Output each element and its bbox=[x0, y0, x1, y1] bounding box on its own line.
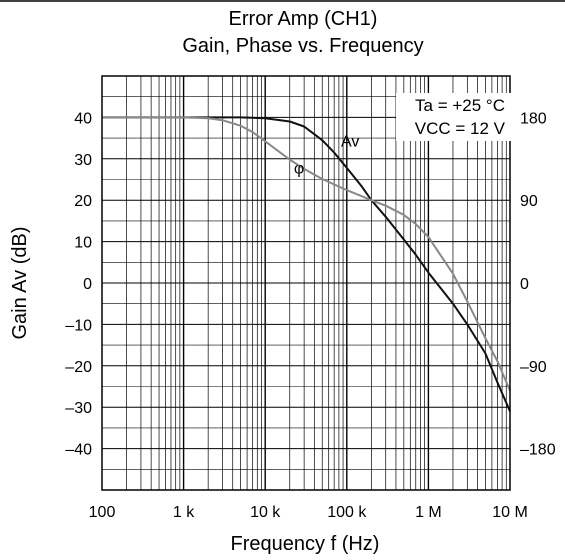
y-tick-label: 10 bbox=[74, 235, 92, 252]
x-tick-label: 10 M bbox=[492, 504, 528, 521]
conditions-box: Ta = +25 °C VCC = 12 V bbox=[396, 93, 511, 141]
x-tick-label: 1 k bbox=[173, 504, 195, 521]
y-tick-label: –20 bbox=[65, 359, 92, 376]
y2-tick-label: 180 bbox=[520, 110, 547, 127]
series-line-phase bbox=[102, 116, 511, 391]
conditions-background bbox=[396, 93, 511, 141]
series-label-phase: φ bbox=[294, 160, 304, 177]
y-tick-label: 30 bbox=[74, 152, 92, 169]
y2-tick-label: –90 bbox=[520, 359, 547, 376]
y-tick-label: 0 bbox=[83, 276, 92, 293]
condition-supply-voltage: VCC = 12 V bbox=[415, 119, 506, 138]
x-tick-label: 100 bbox=[89, 504, 116, 521]
y-tick-label: 40 bbox=[74, 110, 92, 127]
x-tick-label: 100 k bbox=[327, 504, 367, 521]
x-tick-label: 1 M bbox=[415, 504, 442, 521]
condition-temperature: Ta = +25 °C bbox=[415, 96, 505, 115]
y-axis-label: Gain Av (dB) bbox=[9, 226, 31, 339]
series-line-gain bbox=[102, 116, 511, 412]
y-tick-label: 20 bbox=[74, 193, 92, 210]
series-label-gain: Av bbox=[341, 133, 359, 150]
y2-tick-label: 90 bbox=[520, 193, 538, 210]
y-tick-label: –10 bbox=[65, 317, 92, 334]
x-axis-label: Frequency f (Hz) bbox=[231, 533, 380, 555]
series-lines: Av φ bbox=[102, 116, 511, 412]
chart-title: Error Amp (CH1) bbox=[229, 8, 378, 30]
y2-tick-label: 0 bbox=[520, 276, 529, 293]
y-tick-label: –30 bbox=[65, 400, 92, 417]
y-tick-label: –40 bbox=[65, 442, 92, 459]
x-tick-label: 10 k bbox=[250, 504, 281, 521]
y2-tick-label: –180 bbox=[520, 442, 556, 459]
chart-subtitle: Gain, Phase vs. Frequency bbox=[182, 35, 423, 57]
grid bbox=[102, 76, 510, 490]
plot-frame bbox=[101, 75, 511, 491]
